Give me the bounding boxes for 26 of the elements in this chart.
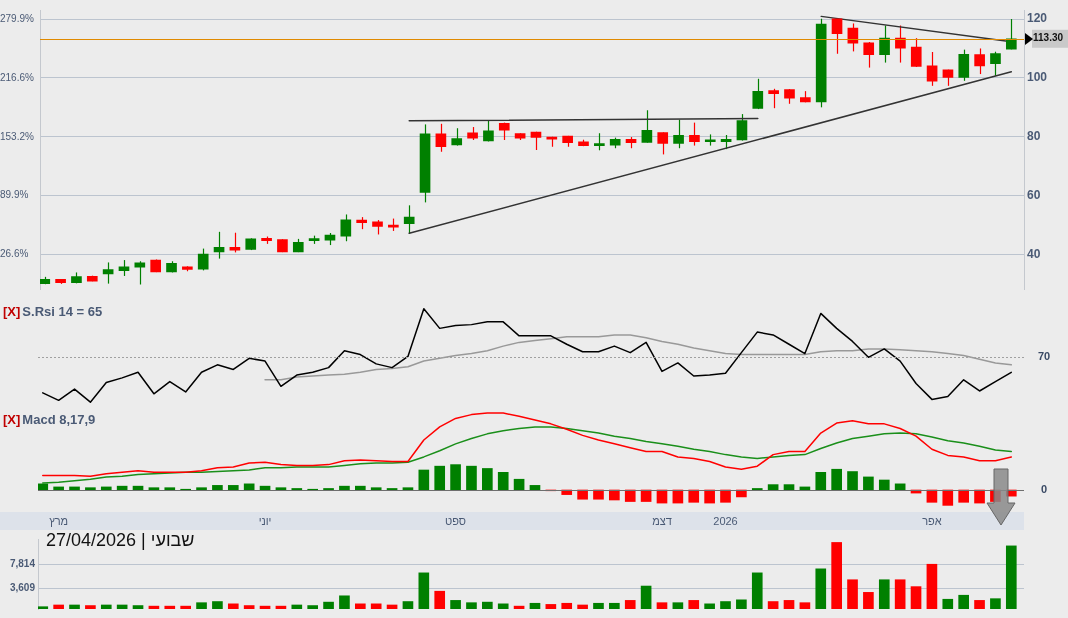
annotation: שבועי | 27/04/2026 [46,530,195,551]
x-tick-label: 2026 [713,514,738,527]
y2-tick-label: 89.9% [0,189,29,201]
y2-tick-label: 216.6% [0,71,35,83]
x-tick-label: מרץ [49,514,69,527]
y-tick-label: 3,609 [9,582,36,594]
chart-title: S.Rsi 14 = 65 [22,304,103,319]
y2-tick-label: 279.9% [0,12,35,24]
x-tick-label: ספט [445,514,467,527]
y-tick-label: 7,814 [9,557,36,569]
text: [X] [3,304,21,319]
chart-title: Macd 8,17,9 [22,412,96,427]
y-tick-label: 120 [1027,11,1048,26]
x-tick-label: אפר [922,514,942,527]
text: 0 [1040,483,1048,496]
x-tick-label: יוני [258,514,272,527]
y2-tick-label: 26.6% [0,248,29,260]
ref-line-label: 113.30 [1033,32,1064,44]
y-tick-label: 60 [1027,187,1041,202]
y-tick-label: 80 [1027,129,1041,144]
y2-tick-label: 153.2% [0,130,35,142]
text: 70 [1037,350,1051,363]
x-tick-label: דצמ [652,514,672,527]
y-tick-label: 100 [1027,70,1048,85]
y-tick-label: 40 [1027,246,1041,261]
text: [X] [3,412,21,427]
